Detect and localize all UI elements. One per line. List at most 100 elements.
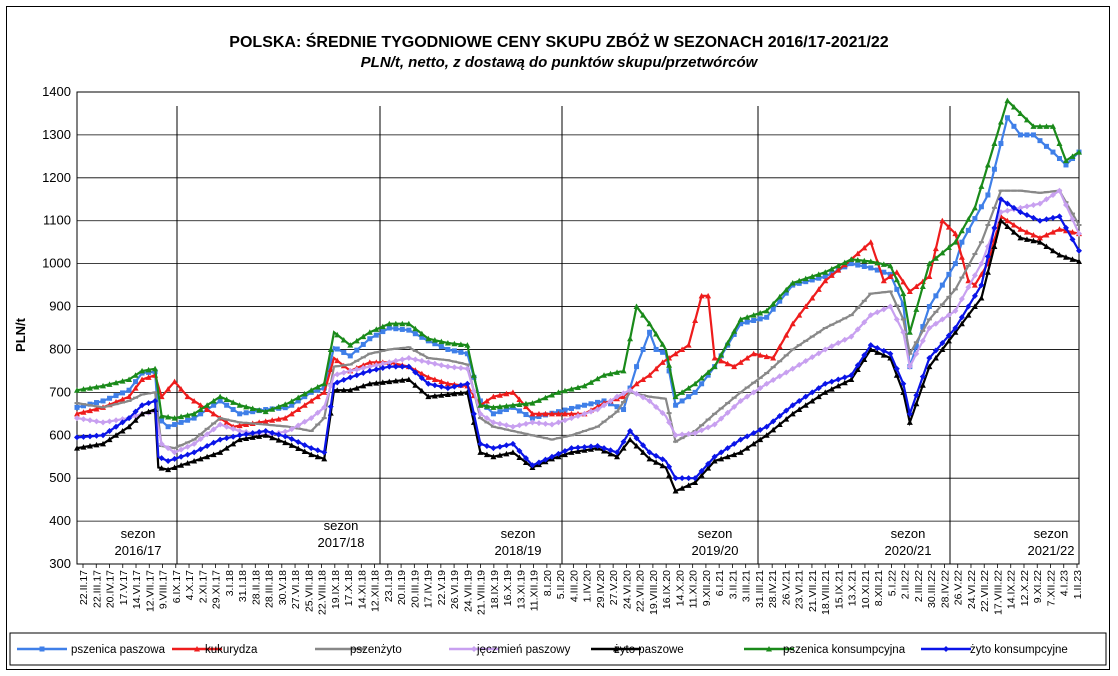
data-point bbox=[120, 390, 126, 396]
data-point bbox=[503, 407, 509, 413]
data-point bbox=[347, 374, 354, 381]
data-point bbox=[828, 343, 835, 350]
data-point bbox=[243, 421, 249, 424]
data-point bbox=[751, 317, 757, 323]
data-point bbox=[308, 445, 315, 452]
data-point bbox=[100, 382, 107, 389]
data-point bbox=[126, 376, 133, 382]
legend-label: kukurydza bbox=[205, 644, 258, 656]
y-axis-label: PLN/t bbox=[13, 317, 28, 352]
data-point bbox=[425, 393, 432, 400]
season-label-line2: 2017/18 bbox=[318, 535, 365, 550]
x-tick-label: 22.VII.20 bbox=[635, 570, 647, 612]
x-tick-label: 17.X.18 bbox=[343, 570, 355, 606]
season-label-line1: sezon bbox=[698, 526, 733, 541]
data-point bbox=[301, 402, 308, 408]
data-point bbox=[191, 415, 197, 421]
data-point bbox=[542, 394, 549, 401]
data-point bbox=[444, 385, 451, 392]
data-point bbox=[705, 372, 711, 378]
data-point bbox=[523, 412, 529, 418]
data-point bbox=[171, 464, 178, 470]
data-point bbox=[640, 376, 647, 382]
data-point bbox=[789, 365, 796, 372]
data-point bbox=[874, 267, 880, 273]
data-point bbox=[217, 417, 223, 420]
data-point bbox=[236, 427, 243, 434]
data-point bbox=[763, 353, 770, 360]
data-point bbox=[659, 462, 666, 469]
data-point bbox=[197, 406, 204, 413]
data-point bbox=[893, 372, 900, 378]
x-tick-label: 13.XI.19 bbox=[515, 570, 527, 609]
data-point bbox=[178, 386, 185, 392]
x-tick-label: 10.XI.21 bbox=[860, 570, 872, 609]
data-point bbox=[106, 427, 113, 434]
data-point bbox=[269, 406, 276, 412]
data-point bbox=[685, 385, 692, 391]
data-point bbox=[731, 396, 737, 399]
data-point bbox=[802, 275, 809, 282]
data-point bbox=[568, 386, 575, 392]
data-point bbox=[432, 341, 438, 347]
data-point bbox=[509, 389, 516, 395]
data-point bbox=[900, 380, 907, 387]
data-point bbox=[822, 269, 829, 275]
data-point bbox=[477, 449, 484, 455]
data-point bbox=[516, 448, 523, 455]
data-point bbox=[731, 440, 738, 447]
data-point bbox=[256, 429, 263, 436]
data-point bbox=[848, 372, 855, 379]
data-point bbox=[230, 440, 237, 447]
data-point bbox=[965, 264, 971, 267]
data-point bbox=[256, 407, 263, 413]
data-point bbox=[751, 381, 757, 384]
data-point bbox=[946, 295, 952, 298]
data-point bbox=[379, 360, 386, 367]
legend-label: pszenżyto bbox=[350, 644, 402, 656]
data-point bbox=[1069, 236, 1076, 243]
data-point bbox=[1069, 229, 1076, 235]
data-point bbox=[275, 403, 282, 410]
data-point bbox=[744, 445, 751, 451]
data-point bbox=[399, 320, 406, 327]
data-point bbox=[815, 350, 822, 357]
data-point bbox=[93, 441, 100, 448]
data-point bbox=[763, 380, 770, 387]
data-point bbox=[764, 314, 770, 320]
data-point bbox=[757, 426, 764, 433]
data-point bbox=[1049, 123, 1056, 129]
data-point bbox=[386, 325, 392, 331]
data-point bbox=[353, 366, 360, 373]
data-point bbox=[178, 462, 185, 468]
data-point bbox=[269, 424, 275, 427]
data-point bbox=[522, 400, 529, 407]
data-point bbox=[503, 402, 510, 409]
data-point bbox=[893, 269, 900, 275]
data-point bbox=[94, 400, 100, 406]
data-point bbox=[301, 448, 308, 455]
legend-swatch-marker bbox=[194, 646, 200, 652]
data-point bbox=[178, 419, 184, 425]
data-point bbox=[360, 333, 367, 340]
data-point bbox=[392, 377, 399, 384]
data-point bbox=[705, 424, 712, 431]
data-point bbox=[360, 362, 367, 368]
data-point bbox=[744, 355, 751, 361]
data-point bbox=[991, 243, 998, 249]
x-tick-label: 31.III.21 bbox=[754, 570, 766, 608]
data-point bbox=[470, 410, 477, 417]
data-point bbox=[451, 340, 458, 347]
data-point bbox=[87, 407, 94, 414]
data-point bbox=[952, 239, 959, 245]
data-point bbox=[282, 425, 288, 428]
data-point bbox=[867, 346, 874, 352]
data-point bbox=[1023, 236, 1030, 242]
data-point bbox=[906, 363, 913, 370]
data-point bbox=[223, 423, 230, 430]
data-point bbox=[646, 372, 653, 378]
data-point bbox=[913, 350, 920, 357]
data-point bbox=[796, 397, 803, 404]
data-point bbox=[171, 415, 178, 421]
data-point bbox=[184, 443, 191, 450]
